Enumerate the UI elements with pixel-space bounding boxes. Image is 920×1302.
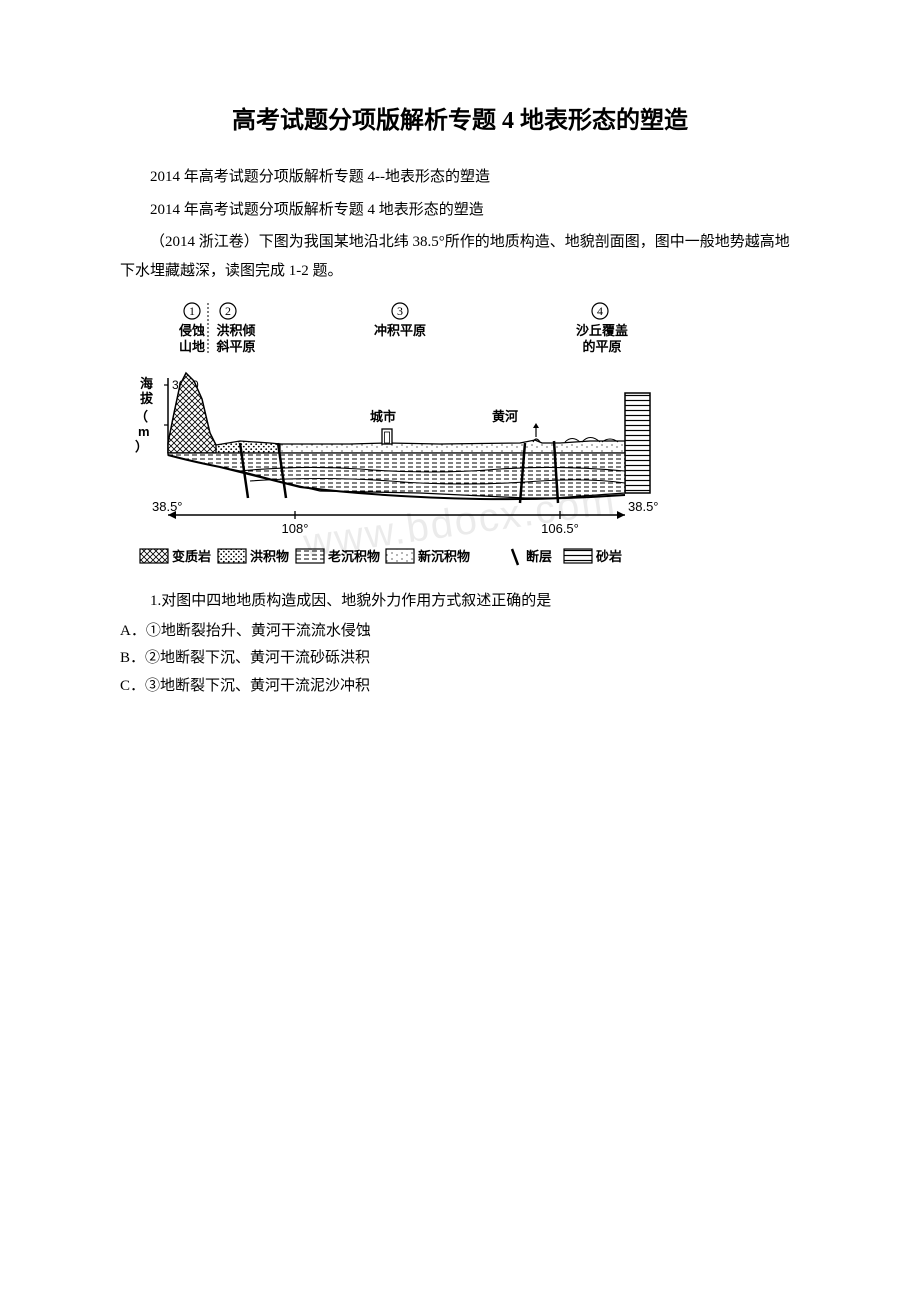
region-1: 1 侵蚀 山地 (178, 303, 205, 354)
y-axis-label: 海 拔 （ m ） (135, 376, 154, 454)
svg-text:新沉积物: 新沉积物 (418, 549, 470, 564)
svg-text:沙丘覆盖: 沙丘覆盖 (576, 323, 628, 338)
svg-text:冲积平原: 冲积平原 (374, 323, 426, 338)
option-b: B．②地断裂下沉、黄河干流砂砾洪积 (120, 645, 800, 673)
svg-text:108°: 108° (282, 521, 309, 536)
svg-text:砂岩: 砂岩 (595, 549, 622, 564)
option-c: C．③地断裂下沉、黄河干流泥沙冲积 (120, 673, 800, 701)
alluvial-fan (216, 441, 280, 453)
svg-text:38.5°: 38.5° (628, 499, 659, 514)
svg-text:2: 2 (225, 304, 231, 318)
question-1-stem: 1.对图中四地地质构造成因、地貌外力作用方式叙述正确的是 (120, 587, 800, 616)
svg-text:106.5°: 106.5° (541, 521, 579, 536)
legend: 变质岩 洪积物 老沉积物 新沉积物 断层 砂岩 (140, 549, 622, 565)
svg-text:）: ） (135, 439, 148, 454)
intro-line-2: 2014 年高考试题分项版解析专题 4 地表形态的塑造 (120, 196, 800, 225)
svg-text:38.5°: 38.5° (152, 499, 183, 514)
svg-text:断层: 断层 (526, 549, 552, 564)
intro-line-1: 2014 年高考试题分项版解析专题 4--地表形态的塑造 (120, 163, 800, 192)
region-4: 4 沙丘覆盖 的平原 (576, 303, 628, 354)
svg-text:的平原: 的平原 (582, 339, 621, 354)
svg-text:3: 3 (397, 304, 403, 318)
svg-text:城市: 城市 (370, 409, 396, 424)
svg-text:变质岩: 变质岩 (172, 549, 211, 564)
svg-text:海: 海 (140, 376, 153, 391)
svg-text:侵蚀: 侵蚀 (178, 323, 205, 338)
region-3: 3 冲积平原 (374, 303, 426, 338)
new-sediments (280, 440, 625, 453)
svg-text:m: m (138, 424, 150, 439)
geology-cross-section-diagram: 1 侵蚀 山地 2 洪积倾 斜平原 3 冲积平原 4 沙丘覆盖 的平原 海 拔 … (120, 293, 660, 573)
option-a: A．①地断裂抬升、黄河干流流水侵蚀 (120, 618, 800, 646)
svg-text:洪积倾: 洪积倾 (216, 323, 255, 338)
page-title: 高考试题分项版解析专题 4 地表形态的塑造 (120, 100, 800, 135)
sandstone-block (625, 393, 650, 493)
svg-text:黄河: 黄河 (492, 409, 518, 424)
svg-text:4: 4 (597, 304, 603, 318)
svg-text:洪积物: 洪积物 (250, 549, 289, 564)
svg-text:1: 1 (189, 304, 195, 318)
region-2: 2 洪积倾 斜平原 (215, 303, 255, 354)
svg-text:斜平原: 斜平原 (215, 339, 255, 354)
svg-text:（: （ (135, 409, 148, 424)
svg-text:山地: 山地 (179, 339, 205, 354)
city-marker (382, 429, 392, 444)
question-intro: （2014 浙江卷）下图为我国某地沿北纬 38.5°所作的地质构造、地貌剖面图，… (120, 228, 800, 285)
svg-text:拔: 拔 (140, 391, 154, 406)
svg-text:老沉积物: 老沉积物 (327, 549, 380, 564)
river-marker (533, 423, 540, 442)
